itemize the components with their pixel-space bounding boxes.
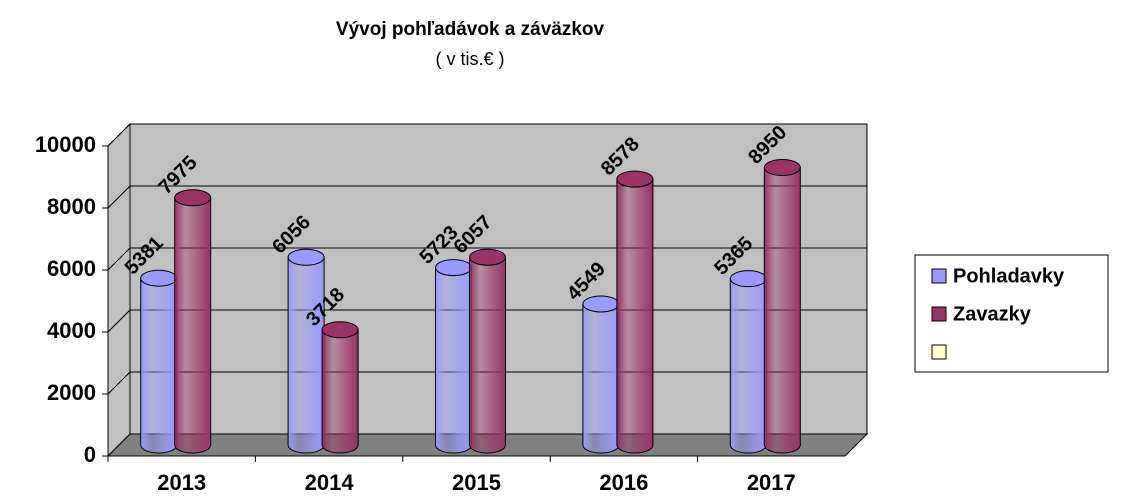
y-tick-label: 10000 <box>35 132 96 157</box>
y-tick-label: 8000 <box>47 194 96 219</box>
bar <box>287 256 325 454</box>
bar <box>616 178 654 454</box>
bar-top <box>582 295 620 313</box>
bar-top <box>616 170 654 188</box>
bar-top <box>140 269 178 287</box>
x-tick-label: 2014 <box>305 470 355 495</box>
bar <box>582 303 620 454</box>
bar-top <box>435 259 472 277</box>
y-tick-label: 2000 <box>47 380 96 405</box>
x-tick-label: 2015 <box>452 470 501 495</box>
y-tick-label: 0 <box>84 442 96 467</box>
legend-swatch <box>931 344 947 360</box>
x-tick-label: 2017 <box>747 470 796 495</box>
bar <box>174 197 212 454</box>
x-tick-label: 2013 <box>157 470 206 495</box>
bar-top <box>287 248 325 266</box>
bar <box>763 167 801 454</box>
bar <box>435 267 472 454</box>
legend-swatch <box>931 268 947 284</box>
side-wall <box>107 122 131 458</box>
grid-line <box>107 371 131 395</box>
chart-title: Vývoj pohľadávok a záväzkov <box>336 19 605 40</box>
bar <box>140 277 178 454</box>
bar-top <box>321 321 359 339</box>
legend <box>914 254 1109 373</box>
grid-line <box>107 309 131 333</box>
grid-line <box>107 123 131 147</box>
grid-line <box>107 185 131 209</box>
bar <box>321 329 359 454</box>
bar <box>729 278 767 454</box>
legend-label: Pohladavky <box>953 265 1065 287</box>
bars <box>140 159 801 454</box>
bar-top <box>763 159 801 177</box>
chart-subtitle: ( v tis.€ ) <box>435 49 504 69</box>
x-tick-label: 2016 <box>599 470 648 495</box>
y-tick-label: 4000 <box>47 318 96 343</box>
bar <box>469 256 506 454</box>
grid-line <box>107 247 131 271</box>
legend-swatch <box>931 306 947 322</box>
bar-top <box>729 270 767 288</box>
legend-label: Zavazky <box>953 303 1032 325</box>
y-tick-label: 6000 <box>47 256 96 281</box>
bar-top <box>174 189 212 207</box>
bar-top <box>469 248 506 266</box>
